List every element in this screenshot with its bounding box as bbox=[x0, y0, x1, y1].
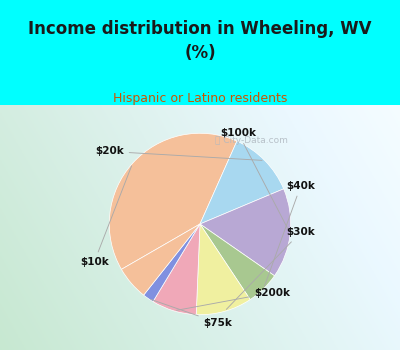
Text: Income distribution in Wheeling, WV
(%): Income distribution in Wheeling, WV (%) bbox=[28, 20, 372, 62]
Text: Hispanic or Latino residents: Hispanic or Latino residents bbox=[113, 92, 287, 105]
Wedge shape bbox=[153, 224, 200, 315]
Text: $10k: $10k bbox=[80, 166, 132, 267]
Text: Ⓜ City-Data.com: Ⓜ City-Data.com bbox=[215, 136, 288, 145]
Text: $75k: $75k bbox=[151, 299, 232, 328]
Wedge shape bbox=[196, 224, 250, 315]
Wedge shape bbox=[200, 189, 291, 276]
Wedge shape bbox=[200, 141, 284, 224]
Wedge shape bbox=[109, 133, 237, 270]
Text: $20k: $20k bbox=[95, 146, 262, 160]
Text: $200k: $200k bbox=[176, 288, 290, 310]
Text: $30k: $30k bbox=[226, 227, 315, 309]
Wedge shape bbox=[144, 224, 200, 302]
Text: $100k: $100k bbox=[220, 128, 289, 231]
Text: $40k: $40k bbox=[264, 181, 315, 286]
Wedge shape bbox=[122, 224, 200, 295]
Wedge shape bbox=[200, 224, 274, 300]
